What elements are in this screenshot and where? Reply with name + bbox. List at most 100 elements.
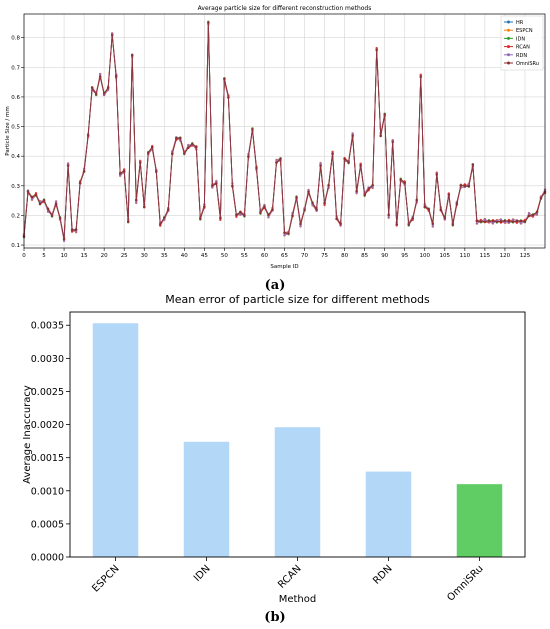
- data-point-omnisru: [98, 75, 102, 78]
- data-point-rcan: [235, 215, 238, 218]
- data-point-omnisru: [283, 231, 286, 234]
- data-point-omnisru: [303, 208, 306, 212]
- data-point-omnisru: [451, 223, 455, 227]
- data-point-omnisru: [407, 223, 410, 227]
- y-tick-label: 0.0010: [31, 486, 64, 497]
- y-axis-label: Particle Size / mm: [5, 106, 11, 155]
- data-point-rdn: [511, 218, 515, 221]
- x-tick-label: 95: [401, 253, 408, 259]
- data-point-omnisru: [131, 53, 134, 57]
- data-point-omnisru: [227, 96, 230, 99]
- y-axis-label: Average Inaccuracy: [22, 385, 33, 484]
- y-tick-label: 0.5: [11, 125, 20, 131]
- x-tick-label: 20: [101, 253, 108, 259]
- data-point-omnisru: [42, 198, 46, 202]
- data-point-omnisru: [231, 185, 234, 188]
- data-point-omnisru: [239, 210, 242, 214]
- data-point-omnisru: [94, 93, 98, 96]
- data-point-omnisru: [327, 184, 330, 187]
- data-point-omnisru: [311, 201, 314, 205]
- x-tick-label: 70: [301, 253, 308, 259]
- data-point-rdn: [503, 221, 507, 224]
- y-tick-label: 0.0030: [31, 354, 64, 365]
- data-point-rcan: [331, 150, 334, 154]
- panel-label-a: (a): [265, 278, 286, 293]
- bar-espcn: [92, 323, 139, 557]
- data-point-rdn: [519, 222, 523, 225]
- x-tick-label: 65: [281, 253, 288, 259]
- data-point-rdn: [135, 201, 138, 204]
- data-point-omnisru: [531, 213, 535, 217]
- data-point-omnisru: [38, 202, 42, 206]
- data-point-omnisru: [275, 161, 278, 164]
- data-point-rcan: [375, 46, 378, 50]
- data-point-omnisru: [403, 181, 406, 185]
- data-point-rdn: [499, 218, 503, 221]
- data-point-omnisru: [191, 142, 194, 146]
- data-point-omnisru: [155, 170, 158, 173]
- data-point-omnisru: [467, 185, 471, 188]
- legend-marker-espcn: [507, 28, 510, 32]
- x-tick-label: ESPCN: [90, 563, 121, 594]
- data-point-omnisru: [26, 190, 30, 193]
- y-tick-label: 0.0005: [31, 519, 64, 530]
- data-point-omnisru: [391, 140, 394, 144]
- data-point-omnisru: [359, 163, 362, 167]
- data-point-rdn: [239, 213, 242, 216]
- y-tick-label: 0.0025: [31, 387, 64, 398]
- data-point-omnisru: [219, 216, 222, 220]
- data-point-omnisru: [199, 217, 202, 221]
- data-point-rdn: [431, 225, 434, 228]
- data-point-omnisru: [383, 113, 386, 116]
- legend-label-espcn: ESPCN: [516, 28, 533, 34]
- data-point-omnisru: [323, 202, 326, 205]
- data-point-omnisru: [247, 155, 250, 158]
- data-point-rdn: [215, 180, 218, 183]
- data-point-omnisru: [455, 202, 459, 205]
- data-point-omnisru: [439, 208, 442, 211]
- x-tick-label: 45: [201, 253, 208, 259]
- data-point-omnisru: [299, 222, 302, 226]
- data-point-rdn: [62, 239, 66, 243]
- y-tick-label: 0.0015: [31, 453, 64, 464]
- data-point-rcan: [323, 203, 326, 207]
- data-point-omnisru: [463, 184, 467, 188]
- data-point-omnisru: [423, 205, 426, 209]
- x-tick-label: OmniSRu: [445, 563, 485, 603]
- data-point-omnisru: [395, 223, 398, 226]
- legend-label-omnisru: OmniSRu: [516, 61, 539, 67]
- data-point-omnisru: [122, 170, 126, 173]
- bar-idn: [183, 441, 230, 557]
- data-point-omnisru: [523, 220, 527, 223]
- data-point-omnisru: [375, 48, 378, 52]
- data-point-omnisru: [259, 211, 262, 215]
- data-point-rdn: [54, 200, 58, 203]
- data-point-omnisru: [54, 202, 58, 205]
- x-tick-label: 90: [381, 253, 388, 259]
- data-point-rdn: [30, 198, 34, 201]
- x-tick-label: 75: [321, 253, 328, 259]
- data-point-omnisru: [50, 214, 54, 218]
- data-point-omnisru: [223, 77, 226, 80]
- x-tick-label: 10: [61, 253, 68, 259]
- data-point-omnisru: [399, 178, 402, 181]
- x-tick-label: 60: [261, 253, 268, 259]
- data-point-omnisru: [78, 181, 82, 185]
- data-point-omnisru: [331, 152, 334, 155]
- data-point-rdn: [387, 216, 390, 219]
- data-point-omnisru: [203, 205, 206, 208]
- data-point-rdn: [66, 162, 70, 165]
- data-point-omnisru: [479, 220, 483, 223]
- data-point-omnisru: [279, 157, 282, 160]
- data-point-rdn: [475, 222, 479, 225]
- y-tick-label: 0.2: [11, 213, 20, 219]
- y-tick-label: 0.7: [11, 65, 20, 71]
- data-point-rdn: [283, 234, 286, 237]
- data-point-rdn: [527, 212, 531, 215]
- data-point-omnisru: [86, 133, 90, 137]
- data-point-rdn: [110, 32, 114, 35]
- data-point-omnisru: [483, 220, 487, 223]
- data-point-omnisru: [431, 222, 434, 226]
- data-point-omnisru: [419, 75, 422, 78]
